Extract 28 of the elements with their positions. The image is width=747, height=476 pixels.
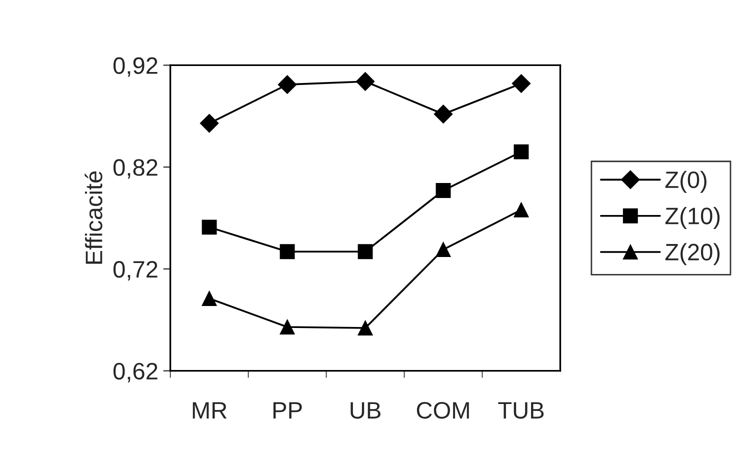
y-tick-label: 0,62 bbox=[113, 362, 158, 382]
point bbox=[512, 74, 531, 93]
y-axis-title: Efficacité bbox=[84, 171, 102, 264]
point bbox=[436, 242, 451, 258]
point bbox=[356, 72, 375, 91]
point bbox=[202, 220, 217, 235]
point bbox=[280, 244, 295, 260]
point bbox=[280, 320, 295, 334]
point bbox=[514, 202, 529, 218]
point bbox=[202, 291, 217, 306]
point bbox=[436, 183, 451, 198]
legend-label: Z(20) bbox=[665, 243, 720, 266]
x-tick-label: PP bbox=[273, 402, 302, 418]
point bbox=[200, 114, 219, 133]
x-tick-label: TUB bbox=[498, 402, 544, 419]
point bbox=[278, 75, 297, 94]
legend-label: Z(0) bbox=[665, 170, 706, 193]
x-tick-label: UB bbox=[350, 402, 380, 419]
point bbox=[358, 244, 373, 260]
y-tick-label: 0,92 bbox=[113, 57, 158, 77]
point bbox=[434, 104, 453, 124]
x-tick-label: COM bbox=[416, 402, 469, 419]
point bbox=[358, 320, 373, 336]
y-tick-label: 0,72 bbox=[113, 261, 158, 281]
point bbox=[514, 144, 529, 160]
legend-label: Z(10) bbox=[665, 207, 720, 229]
x-tick-label: MR bbox=[192, 402, 227, 418]
y-tick-label: 0,82 bbox=[113, 159, 158, 179]
